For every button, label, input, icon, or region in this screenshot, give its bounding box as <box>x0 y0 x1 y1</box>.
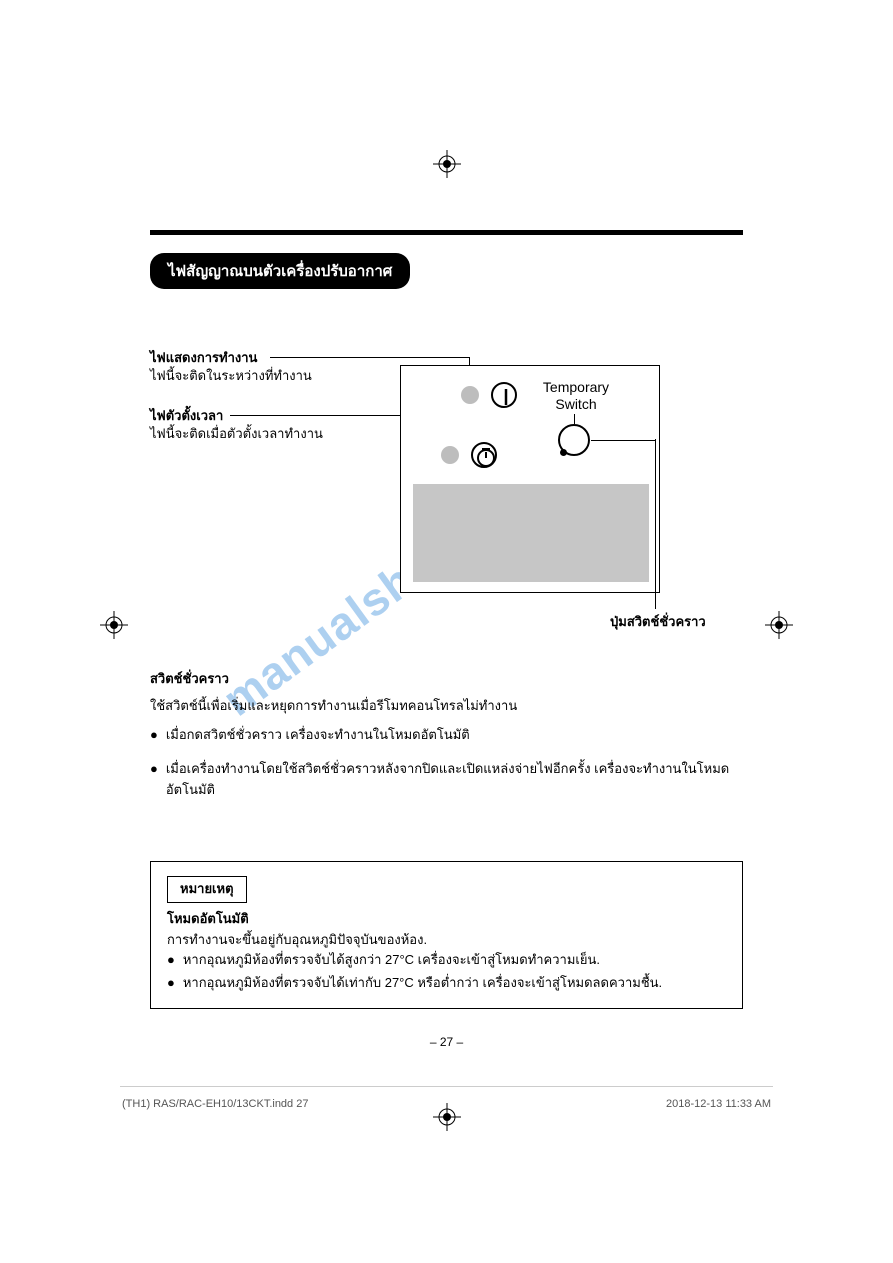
footer-filename: (TH1) RAS/RAC-EH10/13CKT.indd 27 <box>122 1098 308 1110</box>
indicator-diagram: ไฟแสดงการทำงาน ไฟนี้จะติดในระหว่างที่ทำง… <box>150 329 743 639</box>
device-panel-frame: Temporary Switch <box>400 365 660 593</box>
bullet-icon: ● <box>167 950 175 971</box>
temp-switch-bullets: ● เมื่อกดสวิตช์ชั่วคราว เครื่องจะทำงานใน… <box>150 725 743 801</box>
leader-line <box>655 439 656 609</box>
registration-mark-icon <box>100 611 128 639</box>
temporary-switch-section: สวิตช์ชั่วคราว ใช้สวิตช์นี้เพื่อเริ่มและ… <box>150 669 743 801</box>
note-label: หมายเหตุ <box>167 876 247 903</box>
operation-indicator-title: ไฟแสดงการทำงาน <box>150 349 312 367</box>
page-content: ไฟสัญญาณบนตัวเครื่องปรับอากาศ ไฟแสดงการท… <box>150 230 743 1009</box>
operation-lamp-icon <box>461 386 479 404</box>
bullet-text: เมื่อกดสวิตช์ชั่วคราว เครื่องจะทำงานในโห… <box>166 725 470 746</box>
timer-lamp-icon <box>441 446 459 464</box>
timer-indicator-desc: ไฟนี้จะติดเมื่อตัวตั้งเวลาทำงาน <box>150 425 323 443</box>
footer-timestamp: 2018-12-13 11:33 AM <box>666 1098 771 1110</box>
temp-switch-line2: Switch <box>555 396 596 412</box>
horizontal-rule <box>150 230 743 235</box>
temp-switch-intro: ใช้สวิตช์นี้เพื่อเริ่มและหยุดการทำงานเมื… <box>150 696 743 717</box>
document-page: manualshive.com ไฟสัญญาณบนตัวเครื่องปรับ… <box>0 0 893 1263</box>
registration-mark-icon <box>433 150 461 178</box>
timer-indicator-label: ไฟตัวตั้งเวลา ไฟนี้จะติดเมื่อตัวตั้งเวลา… <box>150 407 323 443</box>
note-subheading: โหมดอัตโนมัติ <box>167 909 726 930</box>
list-item: ● หากอุณหภูมิห้องที่ตรวจจับได้เท่ากับ 27… <box>167 973 726 994</box>
list-item: ● หากอุณหภูมิห้องที่ตรวจจับได้สูงกว่า 27… <box>167 950 726 971</box>
temporary-switch-text: Temporary Switch <box>531 379 621 413</box>
temp-switch-line1: Temporary <box>543 379 609 395</box>
bullet-icon: ● <box>150 725 158 746</box>
temp-switch-callout: ปุ่มสวิตช์ชั่วคราว <box>610 611 706 632</box>
operation-indicator-label: ไฟแสดงการทำงาน ไฟนี้จะติดในระหว่างที่ทำง… <box>150 349 312 385</box>
footer-rule <box>120 1086 773 1087</box>
dot-icon <box>560 449 567 456</box>
note-line: การทำงานจะขึ้นอยู่กับอุณหภูมิปัจจุบันของ… <box>167 930 726 951</box>
registration-mark-icon <box>765 611 793 639</box>
power-icon <box>491 382 517 408</box>
bullet-text: เมื่อเครื่องทำงานโดยใช้สวิตช์ชั่วคราวหลั… <box>166 759 743 801</box>
timer-icon <box>471 442 497 468</box>
bullet-text: หากอุณหภูมิห้องที่ตรวจจับได้เท่ากับ 27°C… <box>183 973 662 994</box>
leader-line <box>574 414 575 424</box>
list-item: ● เมื่อเครื่องทำงานโดยใช้สวิตช์ชั่วคราวห… <box>150 759 743 801</box>
display-area <box>413 484 649 582</box>
list-item: ● เมื่อกดสวิตช์ชั่วคราว เครื่องจะทำงานใน… <box>150 725 743 746</box>
bullet-icon: ● <box>150 759 158 801</box>
operation-indicator-desc: ไฟนี้จะติดในระหว่างที่ทำงาน <box>150 367 312 385</box>
leader-line <box>591 440 656 441</box>
registration-mark-icon <box>433 1103 461 1131</box>
page-number: – 27 – <box>430 1035 463 1049</box>
bullet-text: หากอุณหภูมิห้องที่ตรวจจับได้สูงกว่า 27°C… <box>183 950 600 971</box>
section-title: ไฟสัญญาณบนตัวเครื่องปรับอากาศ <box>150 253 410 289</box>
timer-indicator-title: ไฟตัวตั้งเวลา <box>150 407 323 425</box>
bullet-icon: ● <box>167 973 175 994</box>
leader-line <box>270 357 470 358</box>
note-box: หมายเหตุ โหมดอัตโนมัติ การทำงานจะขึ้นอยู… <box>150 861 743 1009</box>
temp-switch-heading: สวิตช์ชั่วคราว <box>150 669 743 690</box>
